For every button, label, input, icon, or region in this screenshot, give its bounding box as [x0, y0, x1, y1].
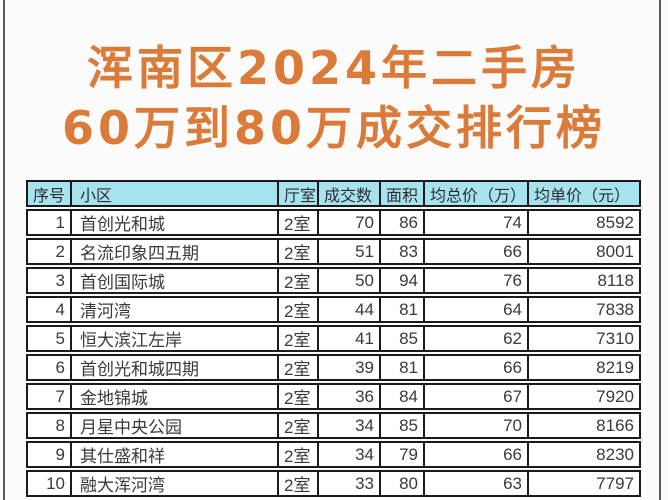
table-cell-deals: 34	[317, 443, 379, 466]
table-cell-avg_total: 66	[423, 356, 527, 379]
table-cell-avg_total: 62	[423, 327, 527, 350]
table-cell-area: 85	[379, 414, 423, 437]
table-cell-avg_unit: 8219	[527, 356, 639, 379]
table-cell-area: 79	[379, 443, 423, 466]
column-header-deals: 成交数	[317, 182, 379, 205]
table-cell-layout: 2室	[277, 472, 317, 495]
column-header-area: 面积	[379, 182, 423, 205]
table-cell-layout: 2室	[277, 443, 317, 466]
table-cell-rank: 8	[55, 415, 65, 435]
table-cell-area: 81	[379, 298, 423, 321]
table-row: 10 融大浑河湾 2室 33 80 63 7797	[26, 470, 641, 497]
title-line-2: 60万到80万成交排行榜	[61, 101, 607, 155]
table-cell-community: 其仕盛和祥	[70, 443, 277, 466]
table-cell-layout: 2室	[277, 414, 317, 437]
table-cell-avg_unit: 7310	[527, 327, 639, 350]
table-cell-avg_total: 66	[423, 240, 527, 263]
page-title: 浑南区2024年二手房 60万到80万成交排行榜	[10, 38, 658, 158]
table-cell-deals: 44	[317, 298, 379, 321]
table-header-row: 序号 小区 厅室 成交数 面积 均总价（万） 均单价（元）	[26, 180, 641, 207]
table-cell-community: 月星中央公园	[70, 414, 277, 437]
table-cell-avg_total: 66	[423, 443, 527, 466]
table-cell-community: 金地锦城	[70, 385, 277, 408]
column-header-avg_total: 均总价（万）	[423, 182, 527, 205]
table-cell-deals: 51	[317, 240, 379, 263]
table-row: 2 名流印象四五期 2室 51 83 66 8001	[26, 238, 641, 265]
table-cell-area: 80	[379, 472, 423, 495]
right-frame-line	[659, 0, 661, 500]
table-cell-layout: 2室	[277, 385, 317, 408]
table-cell-deals: 50	[317, 269, 379, 292]
table-cell-community: 首创国际城	[70, 269, 277, 292]
table-cell-rank: 1	[55, 212, 65, 232]
table-cell-rank: 2	[55, 241, 65, 261]
table-cell-area: 81	[379, 356, 423, 379]
table-cell-avg_total: 76	[423, 269, 527, 292]
table-cell-rank: 10	[46, 473, 65, 493]
table-cell-community: 清河湾	[70, 298, 277, 321]
table-cell-deals: 36	[317, 385, 379, 408]
ranking-table: 序号 小区 厅室 成交数 面积 均总价（万） 均单价（元） 1 首创光和城 2室 70 86 74 85…	[26, 180, 641, 499]
table-cell-community: 名流印象四五期	[70, 240, 277, 263]
table-cell-avg_total: 64	[423, 298, 527, 321]
table-cell-rank: 3	[55, 270, 65, 290]
table-row: 4 清河湾 2室 44 81 64 7838	[26, 296, 641, 323]
table-cell-area: 86	[379, 211, 423, 234]
table-cell-deals: 39	[317, 356, 379, 379]
table-cell-deals: 33	[317, 472, 379, 495]
table-cell-avg_unit: 8001	[527, 240, 639, 263]
table-cell-layout: 2室	[277, 356, 317, 379]
table-cell-avg_total: 74	[423, 211, 527, 234]
column-header-community: 小区	[70, 182, 277, 205]
table-cell-layout: 2室	[277, 211, 317, 234]
table-cell-avg_unit: 8230	[527, 443, 639, 466]
table-row: 8 月星中央公园 2室 34 85 70 8166	[26, 412, 641, 439]
table-cell-rank: 9	[55, 444, 65, 464]
table-cell-layout: 2室	[277, 327, 317, 350]
table-cell-community: 融大浑河湾	[70, 472, 277, 495]
table-cell-avg_unit: 8166	[527, 414, 639, 437]
table-row: 7 金地锦城 2室 36 84 67 7920	[26, 383, 641, 410]
table-cell-rank: 6	[55, 357, 65, 377]
table-row: 9 其仕盛和祥 2室 34 79 66 8230	[26, 441, 641, 468]
table-cell-area: 84	[379, 385, 423, 408]
table-body: 1 首创光和城 2室 70 86 74 8592 2 名流印象四五期 2室 51 83 66 8001 3 首…	[26, 209, 641, 497]
table-row: 3 首创国际城 2室 50 94 76 8118	[26, 267, 641, 294]
table-cell-avg_unit: 7838	[527, 298, 639, 321]
table-cell-community: 首创光和城四期	[70, 356, 277, 379]
table-cell-deals: 70	[317, 211, 379, 234]
table-cell-avg_unit: 7797	[527, 472, 639, 495]
table-cell-deals: 34	[317, 414, 379, 437]
table-cell-avg_total: 63	[423, 472, 527, 495]
table-cell-rank: 7	[55, 386, 65, 406]
table-cell-rank: 5	[55, 328, 65, 348]
table-cell-community: 首创光和城	[70, 211, 277, 234]
table-cell-avg_unit: 8118	[527, 269, 639, 292]
column-header-avg_unit: 均单价（元）	[527, 182, 639, 205]
table-cell-layout: 2室	[277, 298, 317, 321]
table-cell-layout: 2室	[277, 240, 317, 263]
table-cell-area: 94	[379, 269, 423, 292]
column-header-rank: 序号	[33, 187, 66, 205]
table-cell-area: 83	[379, 240, 423, 263]
table-cell-layout: 2室	[277, 269, 317, 292]
table-cell-rank: 4	[55, 299, 65, 319]
title-line-1: 浑南区2024年二手房	[86, 41, 582, 95]
table-cell-deals: 41	[317, 327, 379, 350]
table-row: 1 首创光和城 2室 70 86 74 8592	[26, 209, 641, 236]
table-cell-avg_total: 70	[423, 414, 527, 437]
table-cell-area: 85	[379, 327, 423, 350]
table-row: 6 首创光和城四期 2室 39 81 66 8219	[26, 354, 641, 381]
table-cell-avg_unit: 8592	[527, 211, 639, 234]
table-cell-avg_unit: 7920	[527, 385, 639, 408]
left-frame-line	[3, 0, 5, 500]
table-cell-avg_total: 67	[423, 385, 527, 408]
table-row: 5 恒大滨江左岸 2室 41 85 62 7310	[26, 325, 641, 352]
table-cell-community: 恒大滨江左岸	[70, 327, 277, 350]
column-header-layout: 厅室	[277, 182, 317, 205]
